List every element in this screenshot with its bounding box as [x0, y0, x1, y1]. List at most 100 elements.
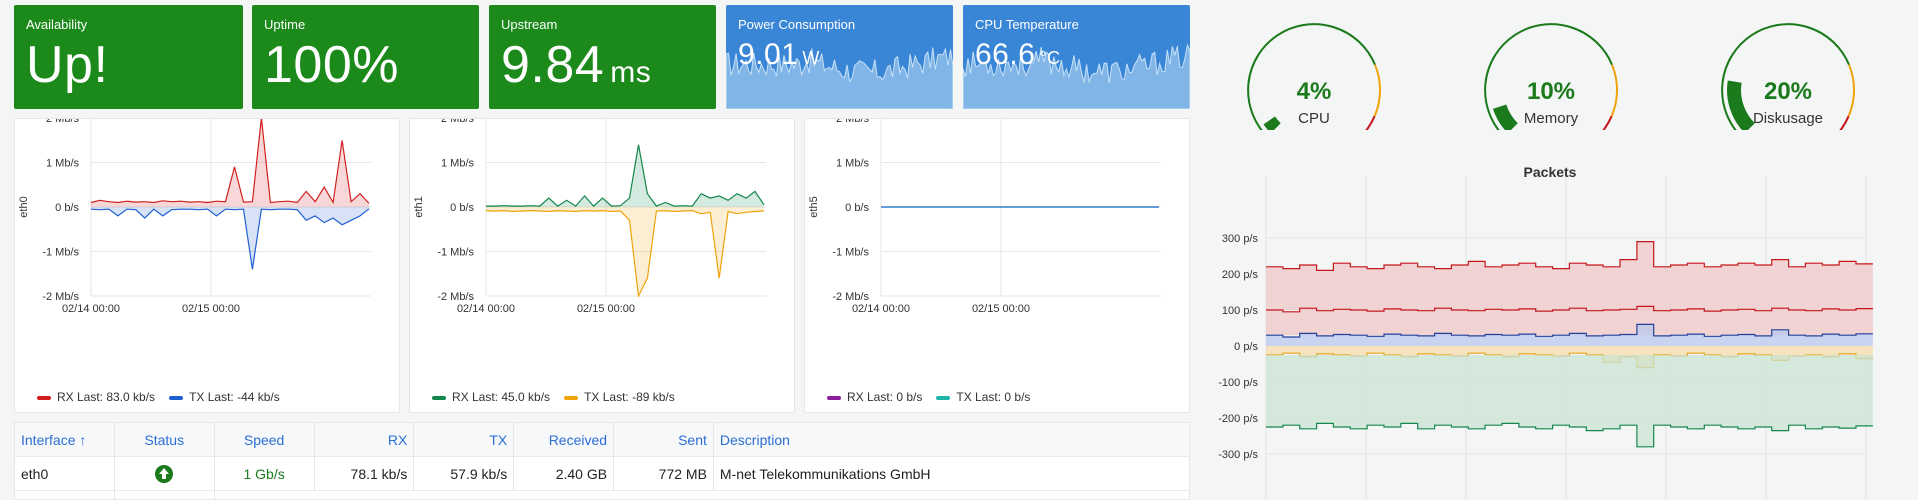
status-up-icon — [161, 498, 168, 499]
y-tick-label: 0 b/s — [450, 202, 474, 214]
upstream-value: 9.84 ms — [501, 36, 652, 94]
packets-line — [1266, 323, 1873, 338]
y-tick-label: -100 p/s — [1218, 377, 1258, 389]
gauge-cpu-value: 4% — [1296, 78, 1332, 105]
gauge-warn-arc — [1610, 64, 1619, 117]
power-sparkline — [726, 47, 953, 109]
column-header-interface[interactable]: Interface ↑ — [15, 423, 115, 456]
gauge-crit-arc — [1602, 115, 1613, 130]
gauge-ok-arc — [1484, 23, 1613, 130]
traffic-chart-eth1: 2 Mb/s 1 Mb/s 0 b/s -1 Mb/s -2 Mb/s02/14 00:… — [413, 119, 766, 315]
gauge-diskusage-arc — [1721, 23, 1856, 130]
y-tick-label: -1 Mb/s — [437, 247, 474, 259]
y-tick-label: 0 b/s — [55, 202, 79, 214]
legend-item-rx[interactable]: RX Last: 83.0 kb/s — [37, 390, 155, 404]
y-tick-label: -1 Mb/s — [42, 247, 79, 259]
gauge-crit-arc — [1839, 115, 1850, 130]
y-tick-label: 2 Mb/s — [46, 119, 80, 125]
y-tick-label: 0 b/s — [845, 202, 869, 214]
availability-tile: Availability Up! — [14, 5, 243, 109]
column-header-rx[interactable]: RX — [315, 423, 415, 456]
y-tick-label: -200 p/s — [1218, 413, 1258, 425]
cell-status — [115, 491, 215, 499]
x-tick-label: 02/15 00:00 — [182, 303, 240, 315]
traffic-panel-eth1: 2 Mb/s 1 Mb/s 0 b/s -1 Mb/s -2 Mb/s 02/14 00:… — [409, 118, 795, 413]
gauge-memory-arc — [1484, 23, 1619, 130]
gauge-diskusage-label: Diskusage — [1752, 110, 1824, 127]
interfaces-table: Interface ↑ Status Speed RX TX Received … — [14, 422, 1190, 500]
packets-line — [1266, 305, 1873, 313]
packets-area — [1266, 306, 1873, 336]
y-tick-label: 1 Mb/s — [441, 158, 475, 170]
y-tick-label: 100 p/s — [1222, 305, 1259, 317]
legend-eth5: RX Last: 0 b/s TX Last: 0 b/s — [827, 390, 1030, 404]
series-area-rx — [486, 144, 764, 207]
series-line-tx — [485, 209, 765, 299]
y-axis-label: eth0 — [18, 196, 30, 217]
y-tick-label: 2 Mb/s — [441, 119, 475, 125]
availability-value: Up! — [26, 36, 109, 94]
cell-rx: 78.1 kb/s — [315, 457, 415, 490]
gauge-memory-label: Memory — [1523, 110, 1579, 127]
gauge-value-arc — [1263, 116, 1281, 130]
column-header-tx[interactable]: TX — [414, 423, 515, 456]
cell-speed: 1 Gb/s — [215, 457, 315, 490]
y-tick-label: 1 Mb/s — [836, 158, 870, 170]
cell-received: 2.40 GB — [514, 457, 615, 490]
uptime-tile: Uptime 100% — [252, 5, 479, 109]
gauge-cpu-arc — [1247, 23, 1382, 130]
cpu-temperature-value: 66.6 °C — [975, 38, 1061, 71]
y-tick-label: -2 Mb/s — [832, 291, 869, 303]
upstream-tile: Upstream 9.84 ms — [489, 5, 716, 109]
uptime-title: Uptime — [264, 17, 306, 32]
gauge-cpu-label: CPU — [1298, 110, 1330, 127]
gauge-diskusage-value: 20% — [1763, 78, 1813, 105]
x-tick-label: 02/14 00:00 — [852, 303, 910, 315]
gauge-diskusage: 20% Diskusage — [1708, 20, 1868, 130]
packets-title: Packets — [1523, 164, 1577, 180]
sparkline-area — [963, 43, 1190, 109]
packets-line — [1266, 241, 1873, 271]
gauge-warn-arc — [1373, 64, 1382, 117]
column-header-status[interactable]: Status — [115, 423, 215, 456]
legend-item-tx[interactable]: TX Last: -89 kb/s — [564, 390, 675, 404]
series-line-tx — [90, 208, 370, 270]
series-area-tx — [91, 207, 369, 270]
column-header-received[interactable]: Received — [514, 423, 615, 456]
gauge-warn-arc — [1847, 64, 1856, 117]
cell-interface: eth0 — [15, 457, 115, 490]
column-header-description[interactable]: Description — [719, 431, 790, 448]
temperature-sparkline — [963, 43, 1190, 109]
power-value: 9.01 W — [738, 38, 820, 71]
table-row[interactable] — [15, 491, 1189, 499]
y-tick-label: 1 Mb/s — [46, 158, 80, 170]
availability-title: Availability — [26, 17, 88, 32]
y-axis-label: eth5 — [808, 196, 820, 217]
x-tick-label: 02/15 00:00 — [972, 303, 1030, 315]
gauge-crit-arc — [1365, 115, 1376, 130]
y-tick-label: 2 Mb/s — [836, 119, 870, 125]
y-tick-label: -2 Mb/s — [42, 291, 79, 303]
gauge-memory-value: 10% — [1526, 78, 1576, 105]
traffic-panel-eth5: 2 Mb/s 1 Mb/s 0 b/s -1 Mb/s -2 Mb/s 02/14 00:… — [804, 118, 1190, 413]
power-title: Power Consumption — [738, 17, 856, 32]
legend-item-rx[interactable]: RX Last: 45.0 kb/s — [432, 390, 550, 404]
packets-area — [1266, 346, 1873, 368]
packets-chart: 300 p/s 200 p/s 100 p/s 0 p/s -100 p/s -200 p… — [1218, 176, 1873, 500]
cell-sent: 772 MB — [614, 457, 714, 490]
x-tick-label: 02/14 00:00 — [62, 303, 120, 315]
uptime-value: 100% — [264, 36, 399, 94]
legend-item-rx[interactable]: RX Last: 0 b/s — [827, 390, 922, 404]
column-header-speed[interactable]: Speed — [215, 423, 315, 456]
legend-eth1: RX Last: 45.0 kb/s TX Last: -89 kb/s — [432, 390, 675, 404]
legend-item-tx[interactable]: TX Last: -44 kb/s — [169, 390, 280, 404]
column-header-sent[interactable]: Sent — [614, 423, 714, 456]
packets-area — [1266, 241, 1873, 310]
legend-item-tx[interactable]: TX Last: 0 b/s — [936, 390, 1030, 404]
y-tick-label: -1 Mb/s — [832, 247, 869, 259]
gauge-ok-arc — [1721, 23, 1850, 130]
table-row[interactable]: eth0 1 Gb/s 78.1 kb/s 57.9 kb/s 2.40 GB … — [15, 457, 1189, 491]
packets-panel: 300 p/s 200 p/s 100 p/s 0 p/s -100 p/s -200 p… — [1200, 158, 1918, 500]
series-line-rx — [486, 144, 765, 207]
y-tick-label: -300 p/s — [1218, 449, 1258, 461]
